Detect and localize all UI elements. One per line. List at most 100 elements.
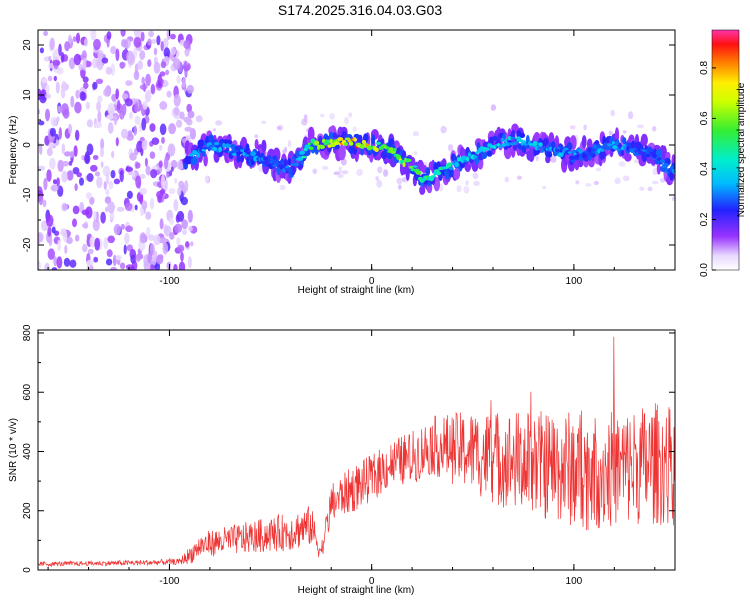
noise-blob — [181, 77, 186, 88]
noise-blob — [151, 38, 157, 44]
noise-blob — [107, 122, 114, 134]
colorbar-tick-label: 0.0 — [699, 263, 710, 277]
noise-blob — [67, 34, 72, 44]
noise-blob — [109, 211, 115, 222]
signal-blob — [614, 127, 620, 143]
noise-blob — [75, 234, 80, 242]
spectrogram-xlabel: Height of straight line (km) — [298, 285, 415, 296]
noise-blob — [178, 261, 186, 270]
y-tick-label: 0 — [22, 142, 33, 148]
noise-blob — [106, 249, 113, 258]
noise-blob — [93, 38, 101, 51]
signal-blob — [282, 167, 286, 173]
noise-blob — [167, 143, 176, 157]
noise-blob — [184, 180, 189, 192]
signal-blob — [522, 140, 526, 145]
faint-blob — [282, 149, 287, 154]
signal-blob — [337, 137, 344, 141]
noise-blob — [139, 84, 148, 90]
faint-blob — [312, 168, 318, 175]
noise-blob — [178, 180, 185, 188]
signal-blob — [374, 147, 379, 152]
colorbar-tick-label: 0.2 — [699, 212, 710, 226]
y-tick-label: -10 — [22, 187, 33, 202]
faint-blob — [639, 186, 645, 191]
noise-blob — [125, 80, 133, 86]
noise-blob — [83, 82, 89, 89]
faint-blob — [341, 170, 349, 175]
faint-blob — [254, 134, 259, 139]
noise-blob — [106, 31, 112, 40]
noise-blob — [166, 172, 170, 179]
noise-blob — [101, 57, 109, 64]
noise-blob — [174, 177, 178, 184]
noise-blob — [100, 161, 104, 168]
signal-blob — [486, 150, 493, 157]
noise-blob — [64, 41, 70, 52]
noise-blob — [137, 60, 143, 70]
faint-blob — [287, 139, 292, 148]
noise-blob — [85, 101, 90, 110]
signal-blob — [236, 154, 241, 163]
noise-blob — [68, 160, 73, 166]
noise-blob — [141, 76, 145, 85]
noise-blob — [92, 218, 100, 232]
signal-blob — [448, 167, 454, 178]
noise-blob — [57, 105, 62, 113]
noise-blob — [64, 151, 72, 157]
noise-blob — [147, 38, 152, 46]
signal-blob — [466, 156, 470, 162]
noise-blob — [169, 232, 175, 240]
noise-blob — [68, 57, 76, 70]
faint-blob — [472, 172, 479, 180]
faint-blob — [672, 196, 675, 202]
signal-blob — [203, 153, 208, 167]
noise-blob — [107, 201, 115, 214]
snr-frame — [37, 329, 676, 571]
noise-blob — [162, 38, 169, 49]
signal-blob — [569, 155, 574, 161]
signal-blob — [319, 144, 325, 150]
noise-blob — [75, 32, 81, 44]
noise-blob — [126, 133, 134, 141]
signal-blob — [669, 171, 674, 181]
signal-blob — [245, 154, 250, 157]
noise-blob — [110, 266, 118, 270]
noise-blob — [187, 209, 193, 223]
signal-blob — [334, 140, 340, 146]
snr-xlabel: Height of straight line (km) — [298, 585, 415, 596]
noise-blob — [108, 180, 114, 190]
noise-blob — [176, 160, 185, 170]
noise-blob — [95, 78, 104, 85]
noise-blob — [189, 128, 196, 140]
signal-blob — [448, 167, 454, 170]
noise-blob — [120, 30, 126, 37]
spectrogram-data — [38, 30, 675, 270]
noise-blob — [157, 74, 163, 87]
noise-blob — [139, 50, 146, 61]
y-tick-label: 20 — [22, 39, 33, 51]
noise-blob — [125, 166, 133, 172]
signal-blob — [519, 132, 526, 138]
noise-blob — [173, 106, 180, 116]
signal-blob — [655, 149, 663, 160]
noise-blob — [170, 46, 177, 56]
noise-blob — [62, 108, 70, 119]
noise-blob — [111, 150, 115, 158]
y-tick-label: 200 — [22, 502, 33, 519]
noise-blob — [103, 88, 111, 97]
noise-blob — [119, 262, 126, 270]
signal-blob — [329, 138, 333, 144]
noise-blob — [160, 174, 166, 188]
signal-blob — [405, 166, 410, 181]
faint-blob — [585, 183, 592, 187]
noise-blob — [79, 91, 86, 101]
signal-blob — [663, 163, 669, 168]
noise-blob — [173, 264, 178, 270]
signal-blob — [624, 153, 632, 162]
signal-blob — [407, 158, 412, 162]
signal-blob — [578, 149, 583, 154]
faint-blob — [569, 125, 576, 130]
signal-blob — [293, 159, 297, 164]
